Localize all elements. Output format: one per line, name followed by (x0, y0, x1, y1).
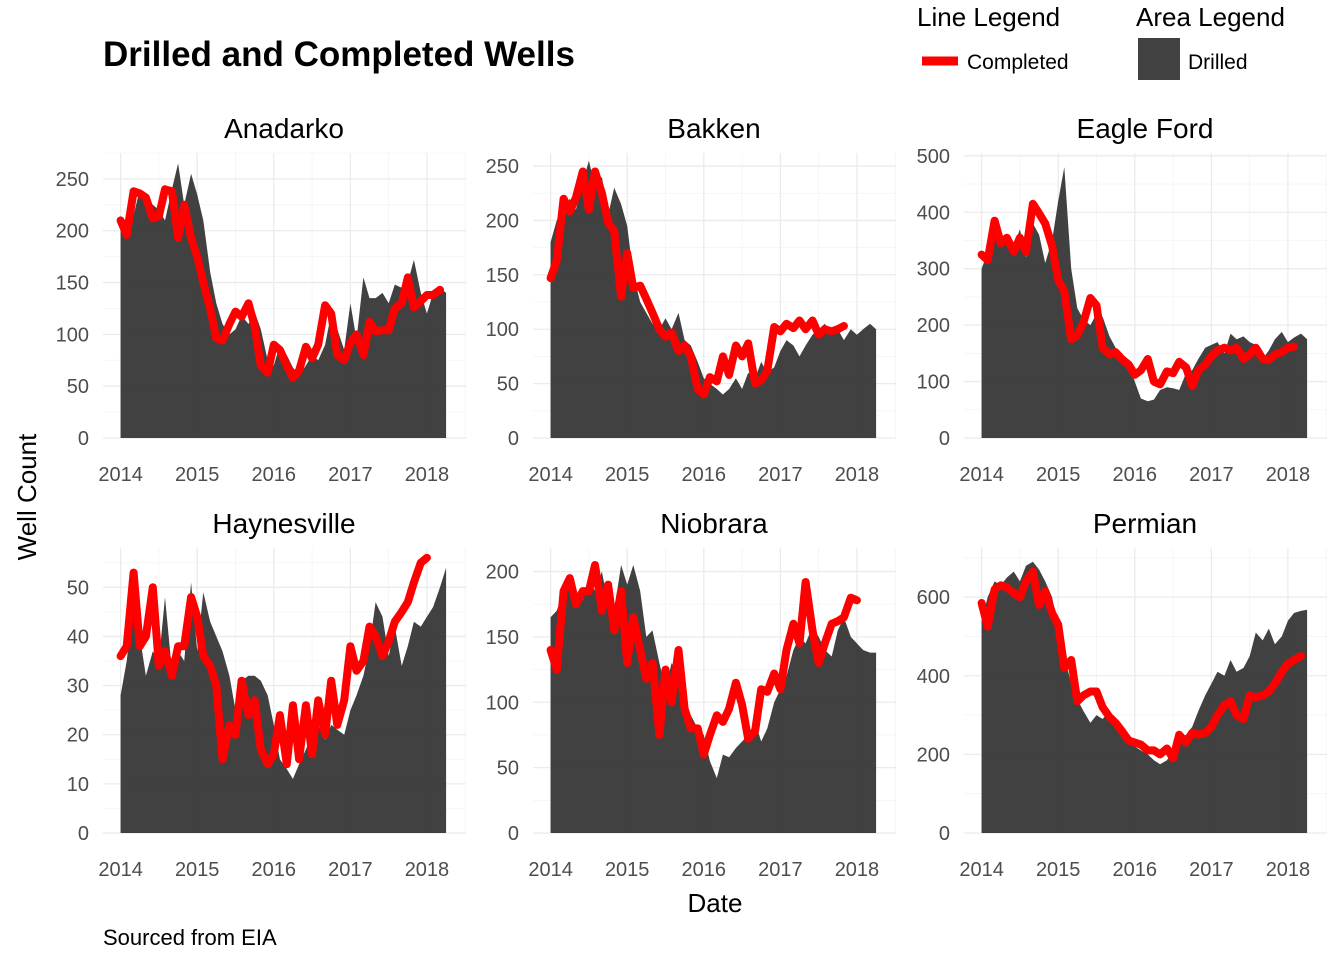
panel-title: Permian (1093, 508, 1197, 539)
x-tick-label: 2018 (835, 859, 880, 881)
area-legend-label: Drilled (1188, 51, 1248, 74)
x-tick-label: 2015 (605, 859, 650, 881)
y-tick-label: 10 (67, 774, 89, 796)
x-tick-label: 2017 (328, 859, 373, 881)
completed-line (546, 561, 861, 759)
y-tick-label: 40 (67, 626, 89, 648)
y-tick-label: 400 (917, 202, 950, 224)
x-tick-label: 2018 (405, 464, 450, 486)
panel-title: Anadarko (224, 113, 344, 144)
panel-title: Eagle Ford (1077, 113, 1214, 144)
x-tick-label: 2014 (959, 859, 1004, 881)
y-tick-label: 500 (917, 146, 950, 168)
y-tick-label: 250 (486, 156, 519, 178)
x-tick-label: 2014 (959, 464, 1004, 486)
y-tick-label: 200 (917, 315, 950, 337)
panel-title: Haynesville (212, 508, 355, 539)
drilled-area (120, 567, 447, 833)
y-tick-label: 200 (486, 562, 519, 584)
y-tick-label: 400 (917, 666, 950, 688)
x-axis-title: Date (688, 888, 743, 918)
x-tick-label: 2017 (328, 464, 373, 486)
x-tick-label: 2016 (1113, 859, 1158, 881)
x-tick-label: 2016 (682, 859, 727, 881)
completed-line (977, 567, 1305, 763)
panel-anadarko: Anadarko 0 50 100 150 200 250 2014 2015 2016 2017 2… (56, 113, 466, 486)
x-tick-label: 2018 (1266, 859, 1311, 881)
completed-line (116, 185, 444, 382)
caption: Sourced from EIA (103, 925, 277, 950)
x-tick-label: 2015 (605, 464, 650, 486)
y-axis-title: Well Count (12, 433, 42, 560)
completed-line (116, 553, 431, 769)
area-legend-title: Area Legend (1136, 2, 1285, 32)
x-tick-label: 2017 (758, 859, 803, 881)
x-tick-label: 2014 (528, 859, 573, 881)
y-tick-label: 200 (56, 221, 89, 243)
x-tick-label: 2018 (835, 464, 880, 486)
x-tick-label: 2016 (1113, 464, 1158, 486)
x-tick-label: 2017 (758, 464, 803, 486)
x-tick-label: 2016 (682, 464, 727, 486)
y-tick-label: 0 (939, 823, 950, 845)
area-legend-swatch (1138, 38, 1180, 80)
y-tick-label: 100 (486, 319, 519, 341)
x-tick-label: 2014 (98, 859, 143, 881)
panel-haynesville: Haynesville 0 10 20 30 40 50 2014 2015 2016 2017 20… (67, 508, 466, 881)
drilled-area (550, 160, 877, 438)
y-tick-label: 50 (497, 374, 519, 396)
y-tick-label: 0 (508, 823, 519, 845)
y-tick-label: 0 (78, 428, 89, 450)
panel-bakken: Bakken 0 50 100 150 200 250 2014 2015 2016 2017 201… (486, 113, 896, 486)
panel-permian: Permian 0 200 400 600 2014 2015 2016 2017 2018 (917, 508, 1327, 881)
x-tick-label: 2016 (252, 859, 297, 881)
panel-title: Niobrara (660, 508, 768, 539)
x-tick-label: 2014 (528, 464, 573, 486)
drilled-area (981, 167, 1308, 438)
y-tick-label: 30 (67, 676, 89, 698)
x-tick-label: 2015 (175, 859, 220, 881)
y-tick-label: 50 (67, 376, 89, 398)
x-tick-label: 2015 (1036, 859, 1081, 881)
line-legend-label: Completed (967, 51, 1069, 74)
y-tick-label: 150 (56, 273, 89, 295)
y-tick-label: 250 (56, 169, 89, 191)
y-tick-label: 100 (486, 692, 519, 714)
y-tick-label: 0 (508, 428, 519, 450)
y-tick-label: 50 (497, 758, 519, 780)
y-tick-label: 100 (917, 372, 950, 394)
drilled-area (981, 561, 1308, 833)
line-legend-title: Line Legend (917, 2, 1060, 32)
y-tick-label: 0 (939, 428, 950, 450)
y-tick-label: 300 (917, 259, 950, 281)
x-tick-label: 2018 (405, 859, 450, 881)
x-tick-label: 2016 (252, 464, 297, 486)
y-tick-label: 20 (67, 725, 89, 747)
y-tick-label: 0 (78, 823, 89, 845)
x-tick-label: 2017 (1189, 859, 1234, 881)
y-tick-label: 150 (486, 265, 519, 287)
completed-line (546, 167, 848, 399)
drilled-area (120, 163, 447, 438)
y-tick-label: 50 (67, 577, 89, 599)
panel-eagle-ford: Eagle Ford 0 100 200 300 400 500 2014 2015 2016 20… (917, 113, 1327, 486)
y-tick-label: 100 (56, 324, 89, 346)
x-tick-label: 2015 (1036, 464, 1081, 486)
legend: Line Legend Completed Area Legend Drille… (917, 2, 1285, 80)
completed-line (977, 199, 1299, 391)
y-tick-label: 150 (486, 627, 519, 649)
y-tick-label: 200 (486, 210, 519, 232)
x-tick-label: 2015 (175, 464, 220, 486)
panel-title: Bakken (667, 113, 760, 144)
x-tick-label: 2014 (98, 464, 143, 486)
x-tick-label: 2017 (1189, 464, 1234, 486)
y-tick-label: 200 (917, 744, 950, 766)
y-tick-label: 600 (917, 587, 950, 609)
chart-title: Drilled and Completed Wells (103, 35, 575, 74)
x-tick-label: 2018 (1266, 464, 1311, 486)
panel-niobrara: Niobrara 0 50 100 150 200 2014 2015 2016 2017 2018 (486, 508, 896, 881)
